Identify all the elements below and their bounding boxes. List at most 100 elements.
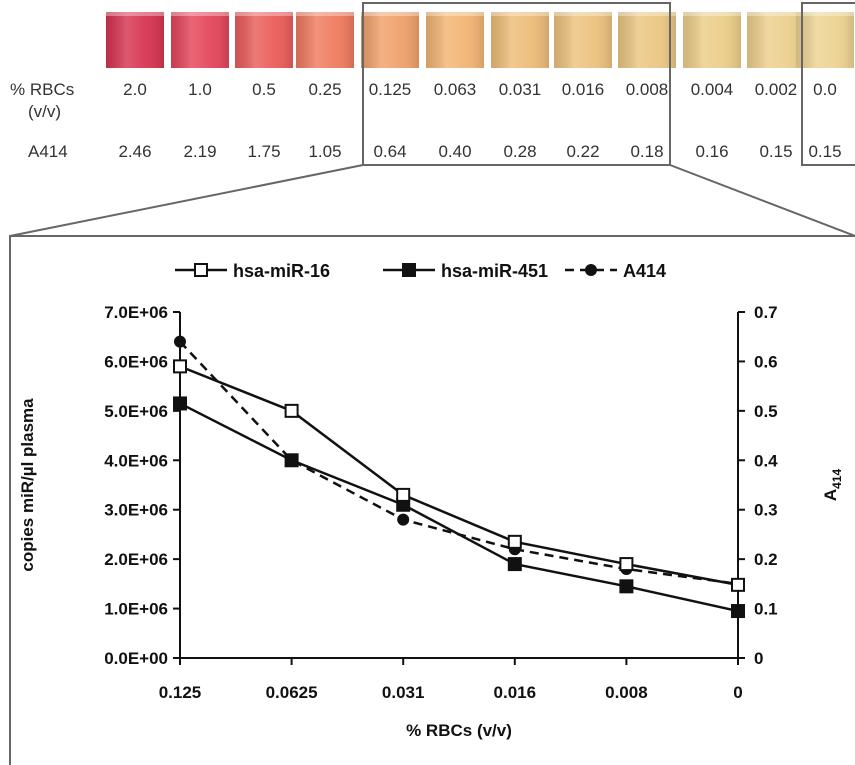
data-point <box>402 263 416 277</box>
tube <box>747 12 805 68</box>
y-tick-label: 0.0E+00 <box>104 649 168 668</box>
y2-tick-label: 0.1 <box>754 600 778 619</box>
a414-value: 0.15 <box>808 142 841 161</box>
x-tick-label: 0 <box>733 683 742 702</box>
data-point <box>284 403 299 418</box>
data-point <box>731 604 745 619</box>
data-point <box>619 579 634 594</box>
y-tick-label: 5.0E+06 <box>104 402 168 421</box>
data-point <box>285 454 298 467</box>
a414-value: 0.16 <box>695 142 728 161</box>
rbc-value: 0.125 <box>369 80 412 99</box>
tube <box>235 12 293 68</box>
tube <box>361 12 419 68</box>
tube <box>618 12 676 68</box>
rbc-value: 0.0 <box>813 80 837 99</box>
series-line <box>179 365 739 587</box>
data-point <box>731 577 745 592</box>
rbc-value: 0.008 <box>626 80 669 99</box>
tube-strip <box>106 12 854 68</box>
data-point <box>173 396 187 411</box>
data-point <box>619 557 634 572</box>
rbc-value: 0.5 <box>252 80 276 99</box>
y2-tick-label: 0 <box>754 649 763 668</box>
tube <box>683 12 741 68</box>
series-line <box>179 402 739 613</box>
zoom-connector-left <box>9 164 364 237</box>
legend-entry: A414 <box>565 261 666 281</box>
rbc-value: 0.25 <box>308 80 341 99</box>
data-point <box>396 487 411 502</box>
legend-entry: hsa-miR-451 <box>383 261 548 281</box>
tube <box>554 12 612 68</box>
legend: hsa-miR-16 hsa-miR-451 A414 <box>175 261 666 281</box>
x-axis-title: % RBCs (v/v) <box>406 721 512 740</box>
y2-tick-label: 0.2 <box>754 550 778 569</box>
rbc-value: 0.016 <box>562 80 605 99</box>
tube <box>426 12 484 68</box>
tube <box>796 12 854 68</box>
series-hsa-mir-16 <box>173 359 745 592</box>
y-tick-label: 7.0E+06 <box>104 303 168 322</box>
a414-value: 0.22 <box>566 142 599 161</box>
y-tick-label: 4.0E+06 <box>104 451 168 470</box>
zoom-highlight-box <box>362 2 671 166</box>
series-line <box>179 340 739 586</box>
a414-value: 2.46 <box>118 142 151 161</box>
series-a414 <box>174 335 744 590</box>
a414-value: 1.05 <box>308 142 341 161</box>
legend-label: hsa-miR-16 <box>233 261 330 281</box>
series-hsa-mir-451 <box>173 396 745 619</box>
x-tick-label: 0.008 <box>605 683 648 702</box>
y-tick-label: 1.0E+06 <box>104 600 168 619</box>
tube <box>171 12 229 68</box>
chart-frame <box>9 235 855 765</box>
rbc-value: 0.031 <box>499 80 542 99</box>
a414-values-row: 2.46 2.19 1.75 1.05 0.64 0.40 0.28 0.22 0.18 0.16… <box>118 142 841 161</box>
data-point <box>507 534 522 549</box>
y-tick-label: 3.0E+06 <box>104 501 168 520</box>
data-point <box>507 557 522 572</box>
y-tick-label: 2.0E+06 <box>104 550 168 569</box>
x-tick-label: 0.125 <box>159 683 202 702</box>
rbc-value: 1.0 <box>188 80 212 99</box>
legend-entry: hsa-miR-16 <box>175 261 330 281</box>
a414-value: 0.64 <box>373 142 406 161</box>
series-layer <box>173 335 745 619</box>
line-chart: hsa-miR-16 hsa-miR-451 A414 0.0E+00 1.0E+06… <box>18 261 844 740</box>
axes: 0.0E+00 1.0E+06 2.0E+06 3.0E+06 4.0E+06 5.0E+… <box>104 303 778 702</box>
tube <box>296 12 354 68</box>
y-tick-label: 6.0E+06 <box>104 352 168 371</box>
a414-row-label: A414 <box>28 142 68 161</box>
x-tick-label: 0.016 <box>494 683 537 702</box>
data-point <box>173 359 187 374</box>
y2-axis-title: A414 <box>821 469 844 502</box>
legend-label: A414 <box>623 261 666 281</box>
y2-tick-label: 0.6 <box>754 352 778 371</box>
y2-tick-label: 0.3 <box>754 501 778 520</box>
data-point <box>194 263 208 277</box>
rbc-value: 0.004 <box>691 80 734 99</box>
y2-tick-label: 0.7 <box>754 303 778 322</box>
rbc-value: 0.063 <box>434 80 477 99</box>
data-point <box>585 264 597 276</box>
blank-highlight-box <box>801 2 855 166</box>
rbc-value: 0.002 <box>755 80 798 99</box>
rbc-row-label-unit: (v/v) <box>28 102 61 121</box>
tube <box>106 12 164 68</box>
data-point <box>174 335 186 348</box>
a414-value: 1.75 <box>247 142 280 161</box>
a414-value: 0.28 <box>503 142 536 161</box>
y2-axis-title-subscript: 414 <box>830 469 844 489</box>
legend-label: hsa-miR-451 <box>441 261 548 281</box>
y2-tick-label: 0.5 <box>754 402 778 421</box>
a414-value: 0.18 <box>630 142 663 161</box>
tube <box>491 12 549 68</box>
y2-tick-label: 0.4 <box>754 451 778 470</box>
zoom-connector-right <box>669 164 855 237</box>
a414-value: 0.40 <box>438 142 471 161</box>
rbc-values-row: 2.0 1.0 0.5 0.25 0.125 0.063 0.031 0.016 0.008 0.… <box>123 80 837 99</box>
y2-axis-title-main: A <box>821 489 840 501</box>
y-axis-title: copies miR/µl plasma <box>18 398 37 572</box>
